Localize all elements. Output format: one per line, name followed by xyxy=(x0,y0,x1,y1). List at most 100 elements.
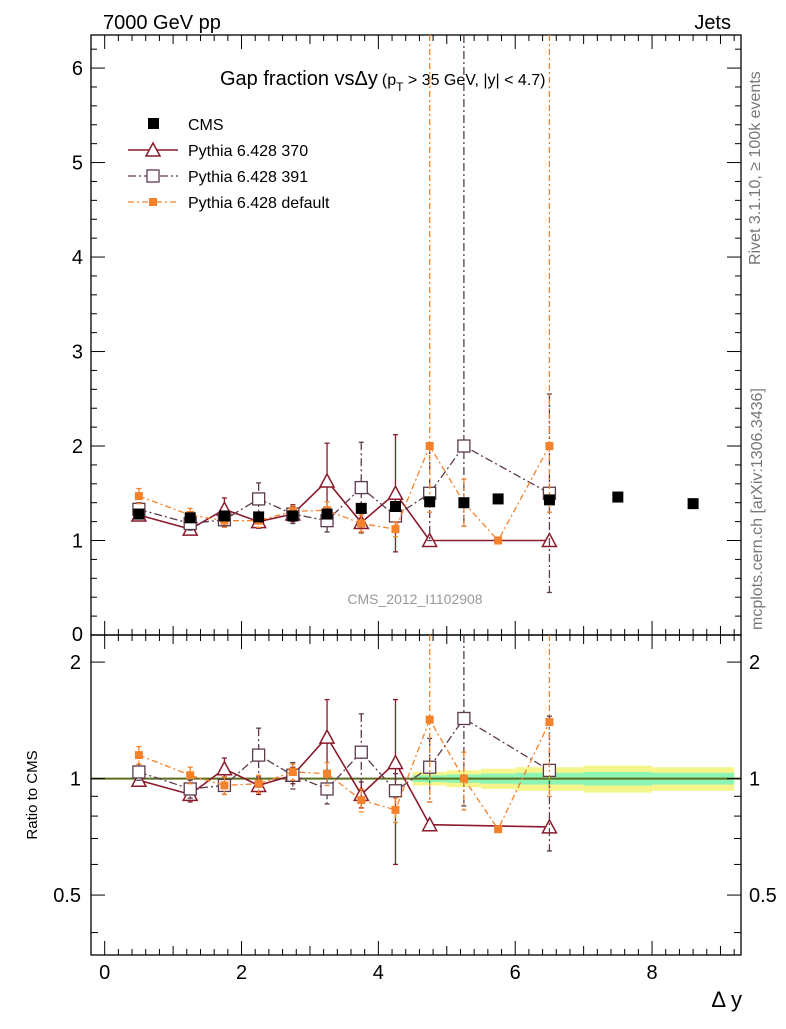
ratio-point-pythia391 xyxy=(457,711,471,726)
main-point-cms xyxy=(253,511,265,523)
chart-title: Gap fraction vsΔy (pT > 35 GeV, |y| < 4.7… xyxy=(220,68,545,94)
main-point-cms xyxy=(321,508,333,520)
x-tick-label: 4 xyxy=(373,962,384,984)
legend-label-cms: CMS xyxy=(188,117,224,134)
legend: CMS Pythia 6.428 370 Pythia 6.428 391 Py… xyxy=(128,117,330,212)
ratio-series-pythia391 xyxy=(132,635,557,852)
ratio-point-pythia391 xyxy=(183,782,197,796)
main-line-pythia_default xyxy=(138,444,550,542)
main-y-tick-label-zero: 0 xyxy=(72,624,83,646)
ratio-point-pythia_default xyxy=(391,805,400,814)
main-point-cms xyxy=(492,493,504,505)
main-point-pythia_default xyxy=(494,536,503,545)
x-tick-label: 2 xyxy=(236,962,247,984)
legend-label-pythia-default: Pythia 6.428 default xyxy=(188,195,330,212)
legend-marker-pythia370 xyxy=(144,141,162,157)
mcplots-label: mcplots.cern.ch [arXiv:1306.3436] xyxy=(749,388,766,630)
ratio-y-tick-label-left: 2 xyxy=(70,652,81,674)
main-point-pythia_default xyxy=(425,442,434,451)
legend-marker-pythia-default xyxy=(149,198,157,206)
main-y-tick-label: 3 xyxy=(72,342,83,364)
x-tick-label: 6 xyxy=(510,962,521,984)
ratio-y-tick-label-right: 1 xyxy=(749,769,760,791)
legend-marker-pythia391 xyxy=(146,169,160,183)
ratio-point-pythia391 xyxy=(251,748,266,762)
ratio-point-pythia_default xyxy=(220,781,229,790)
main-point-pythia_default xyxy=(134,492,143,501)
legend-marker-cms xyxy=(148,118,159,129)
ratio-point-pythia_default xyxy=(357,796,366,805)
main-y-tick-label: 4 xyxy=(72,247,83,269)
main-point-cms xyxy=(687,498,699,510)
main-series-cms xyxy=(133,491,699,524)
main-point-cms xyxy=(184,512,196,524)
main-point-cms xyxy=(612,491,624,503)
chart-title-cut-rest: > 35 GeV, |y| < 4.7) xyxy=(403,72,545,89)
ratio-x-ticks: 0 2 4 6 8 xyxy=(99,635,735,984)
ratio-point-pythia_default xyxy=(425,715,434,724)
legend-entry-pythia370: Pythia 6.428 370 xyxy=(128,141,308,160)
ratio-line-pythia_default xyxy=(138,718,551,831)
ratio-plot: 0 2 4 6 8 0.5 0.5 1 1 2 2 xyxy=(53,634,777,984)
chart-title-cut-open: (p xyxy=(382,72,396,89)
ratio-point-pythia370 xyxy=(421,816,438,832)
ratio-point-pythia_default xyxy=(545,718,554,727)
main-line-pythia391 xyxy=(138,445,550,525)
main-y-tick-label: 5 xyxy=(72,153,83,175)
main-point-pythia370 xyxy=(318,472,336,488)
ratio-point-pythia391 xyxy=(132,765,146,779)
ratio-y-tick-label-left: 1 xyxy=(70,769,81,791)
ratio-y-ticks: 0.5 0.5 1 1 2 2 xyxy=(53,652,777,934)
main-point-cms xyxy=(355,502,367,514)
ratio-point-pythia_default xyxy=(134,751,143,760)
category-label: Jets xyxy=(694,12,731,34)
ratio-y-tick-label-left: 0.5 xyxy=(53,885,81,907)
ratio-point-pythia391 xyxy=(354,745,368,759)
chart-title-text: Gap fraction vs xyxy=(220,68,355,90)
ratio-series-pythia_default xyxy=(134,635,554,834)
ratio-point-pythia_default xyxy=(494,825,503,834)
main-point-pythia391 xyxy=(251,492,266,506)
main-point-pythia391 xyxy=(457,439,471,453)
ratio-point-pythia_default xyxy=(323,769,332,778)
main-point-pythia_default xyxy=(545,442,554,451)
legend-entry-pythia391: Pythia 6.428 391 xyxy=(128,169,308,186)
chart-title-symbol: Δy xyxy=(355,68,378,90)
main-point-cms xyxy=(218,510,230,522)
main-point-cms xyxy=(458,497,470,509)
legend-entry-cms: CMS xyxy=(148,117,224,134)
analysis-watermark: CMS_2012_I1102908 xyxy=(347,591,482,607)
main-point-pythia391 xyxy=(354,480,368,495)
ratio-point-pythia391 xyxy=(388,784,403,798)
main-series-pythia_default xyxy=(134,35,554,545)
ratio-frame xyxy=(90,634,742,956)
main-y-tick-label: 1 xyxy=(72,531,83,553)
main-point-pythia_default xyxy=(391,525,400,534)
main-plot: 1 2 3 4 5 6 0 xyxy=(72,34,742,646)
main-point-cms xyxy=(133,508,145,520)
main-x-ticks xyxy=(104,35,735,635)
ratio-point-pythia391 xyxy=(320,782,334,796)
ratio-point-pythia_default xyxy=(288,767,297,776)
rivet-label: Rivet 3.1.10, ≥ 100k events xyxy=(747,71,764,265)
ratio-line-pythia370 xyxy=(138,735,550,828)
main-point-cms xyxy=(389,500,401,512)
main-point-cms xyxy=(424,496,436,508)
energy-label: 7000 GeV pp xyxy=(103,12,221,34)
ratio-y-tick-label-right: 2 xyxy=(749,652,760,674)
legend-entry-pythia-default: Pythia 6.428 default xyxy=(128,195,330,212)
legend-label-pythia391: Pythia 6.428 391 xyxy=(188,169,308,186)
main-point-pythia_default xyxy=(357,519,366,528)
main-point-cms xyxy=(543,494,555,506)
main-point-pythia370 xyxy=(387,484,404,501)
x-axis-label: Δ y xyxy=(711,987,742,1012)
ratio-point-pythia370 xyxy=(318,728,336,744)
main-point-cms xyxy=(287,510,299,522)
ratio-y-tick-label-right: 0.5 xyxy=(749,885,777,907)
chart-title-cut-sub: T xyxy=(396,80,404,94)
main-y-tick-label: 6 xyxy=(72,58,83,80)
ratio-y-axis-label: Ratio to CMS xyxy=(24,750,41,839)
ratio-point-pythia_default xyxy=(254,779,263,788)
